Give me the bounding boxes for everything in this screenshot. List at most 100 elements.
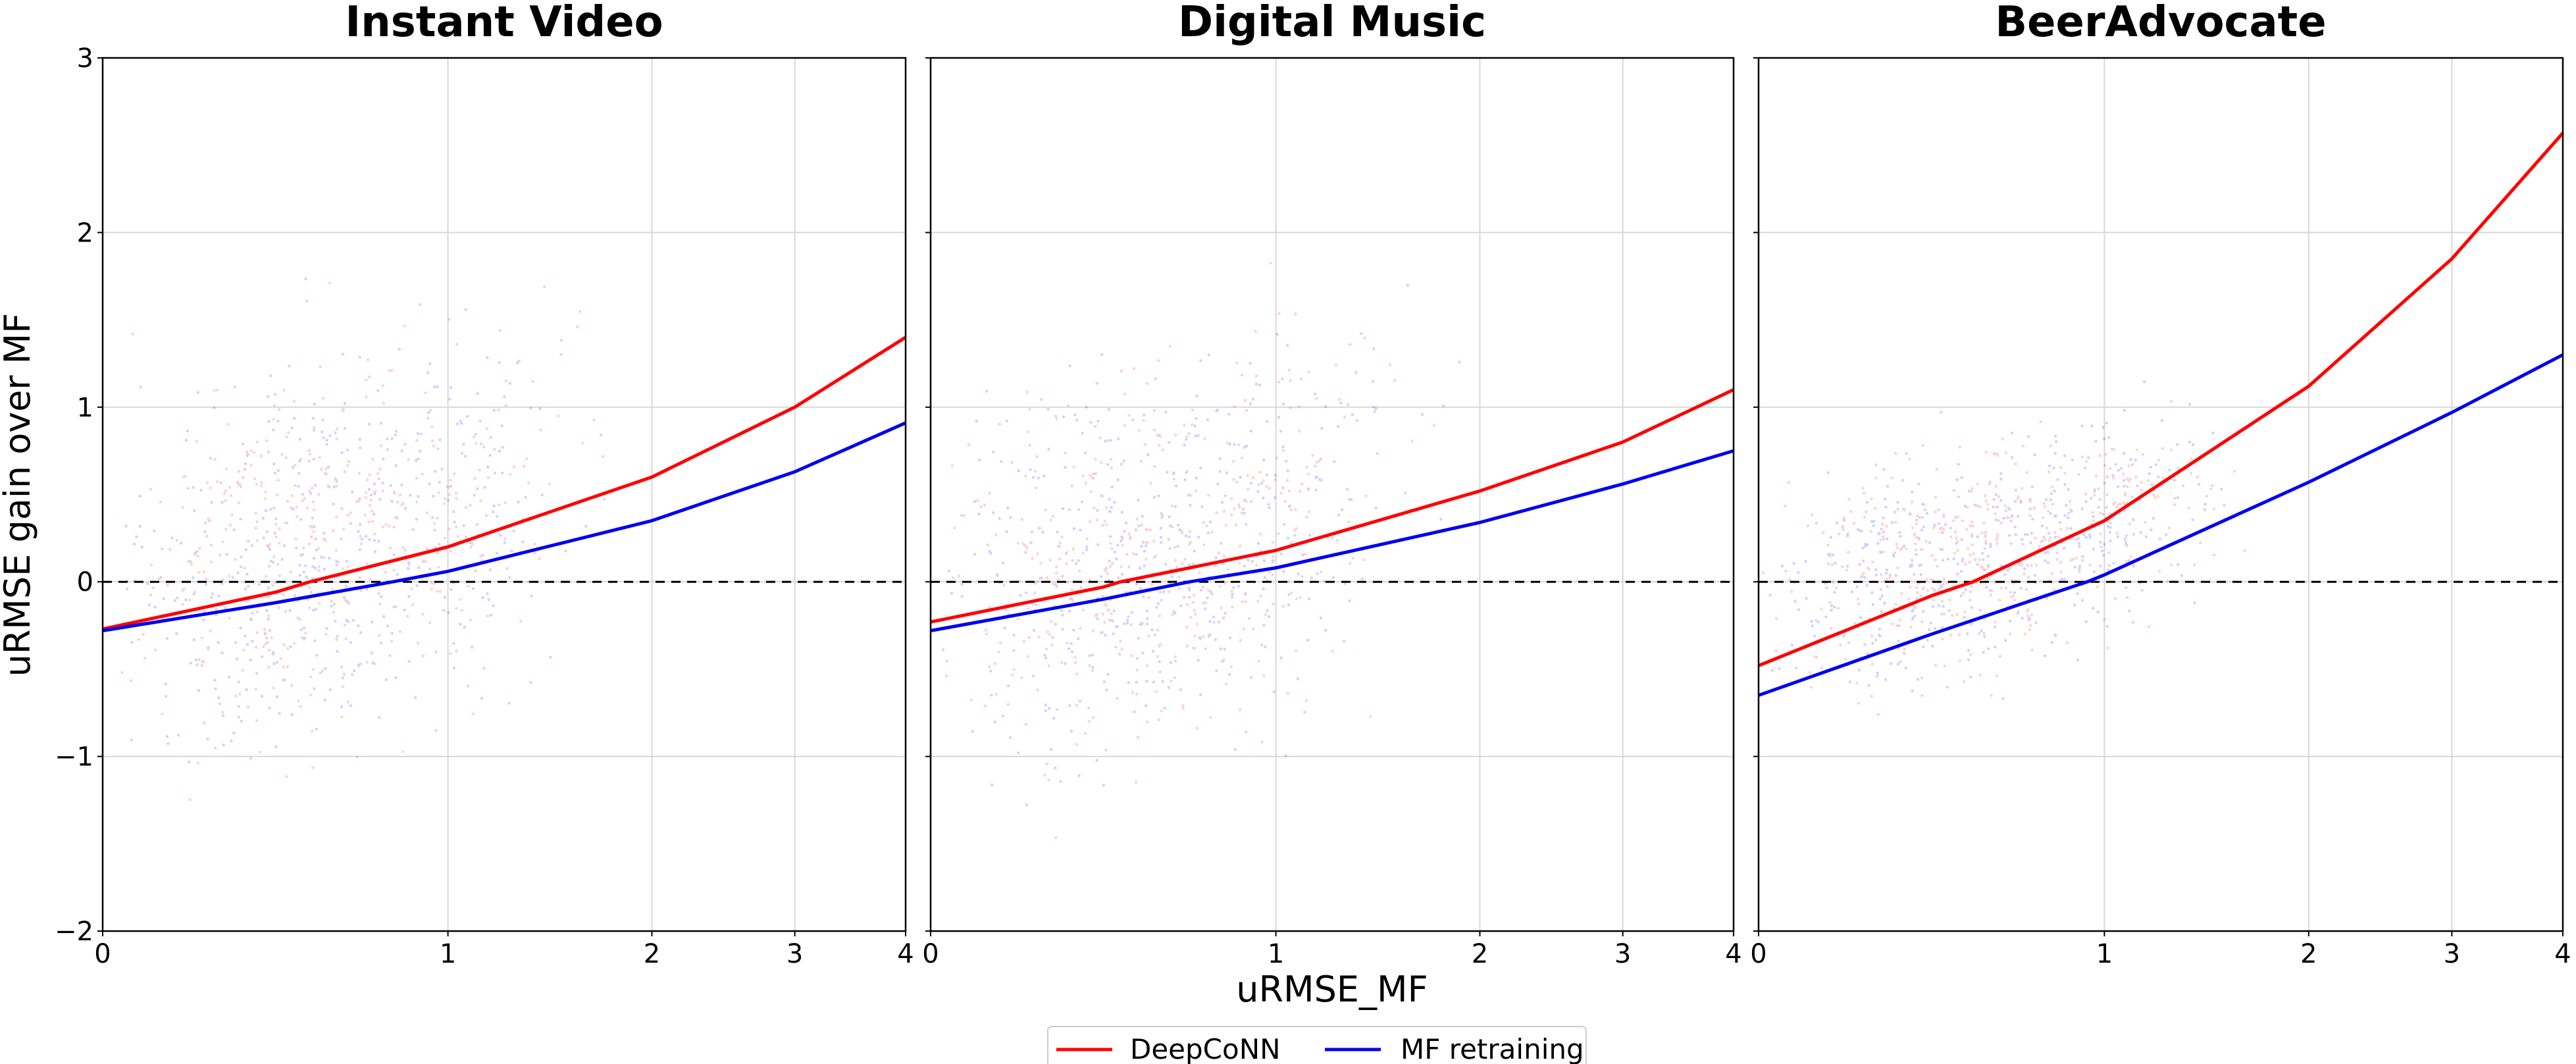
scatter-point [1998, 598, 2001, 602]
scatter-point [1264, 613, 1268, 617]
scatter-point [1931, 578, 1935, 582]
scatter-point [255, 672, 259, 675]
scatter-point [2021, 564, 2024, 567]
scatter-point [173, 599, 176, 602]
scatter-point [1187, 588, 1191, 592]
scatter-point [1995, 674, 1998, 678]
scatter-point [2173, 478, 2176, 482]
scatter-point [374, 490, 377, 494]
scatter-point [280, 557, 284, 561]
scatter-point [1064, 451, 1068, 455]
scatter-point [950, 464, 954, 467]
scatter-point [1144, 544, 1148, 547]
scatter-point [1971, 524, 1974, 528]
scatter-point [271, 653, 275, 656]
scatter-point [1081, 609, 1085, 612]
scatter-point [1983, 635, 1986, 638]
scatter-point [240, 719, 244, 723]
scatter-point [1308, 534, 1312, 537]
scatter-point [1880, 594, 1884, 597]
scatter-point [1116, 697, 1119, 700]
scatter-point [214, 746, 217, 750]
scatter-point [228, 486, 232, 489]
scatter-point [2112, 561, 2115, 565]
scatter-point [2088, 563, 2092, 567]
scatter-point [2122, 479, 2125, 482]
scatter-point [1258, 383, 1261, 387]
scatter-point [292, 642, 296, 646]
scatter-point [204, 520, 207, 524]
scatter-point [1939, 547, 1942, 551]
scatter-point [2081, 559, 2084, 562]
scatter-point [1274, 474, 1277, 477]
scatter-point [322, 532, 326, 535]
scatter-point [357, 664, 360, 667]
scatter-point [1159, 642, 1162, 646]
scatter-point [1945, 686, 1949, 689]
scatter-point [442, 502, 446, 505]
x-tick-label: 4 [2554, 939, 2571, 969]
scatter-point [295, 546, 298, 549]
scatter-point [157, 577, 161, 581]
scatter-point [340, 507, 344, 511]
scatter-point [303, 497, 306, 500]
scatter-point [1240, 456, 1243, 460]
scatter-point [1146, 541, 1149, 544]
scatter-point [1770, 669, 1774, 672]
scatter-point [1891, 622, 1894, 626]
scatter-point [2212, 507, 2215, 511]
scatter-point [1911, 690, 1914, 693]
scatter-point [1293, 528, 1297, 532]
scatter-point [1940, 411, 1943, 414]
scatter-point [1009, 516, 1012, 519]
scatter-point [1151, 649, 1155, 653]
scatter-point [1901, 478, 1905, 482]
scatter-point [953, 526, 956, 530]
scatter-point [1109, 535, 1112, 538]
scatter-point [221, 714, 225, 717]
scatter-point [376, 389, 380, 392]
scatter-point [1100, 630, 1104, 634]
scatter-point [314, 608, 317, 611]
scatter-point [1311, 453, 1314, 457]
scatter-point [983, 704, 987, 707]
scatter-point [1934, 510, 1937, 514]
scatter-point [1284, 754, 1287, 757]
scatter-point [1997, 495, 2000, 498]
scatter-point [311, 565, 315, 569]
scatter-point [1229, 665, 1233, 669]
scatter-point [315, 653, 319, 657]
scatter-point [2108, 530, 2111, 534]
scatter-point [275, 661, 278, 664]
scatter-point [1933, 525, 1936, 528]
scatter-point [1233, 405, 1236, 409]
scatter-point [1307, 487, 1310, 490]
scatter-point [1096, 509, 1099, 512]
scatter-point [240, 555, 243, 559]
scatter-point [252, 451, 256, 454]
scatter-point [1882, 516, 1885, 520]
scatter-point [239, 485, 243, 489]
scatter-point [1970, 534, 1974, 538]
scatter-point [1376, 452, 1379, 455]
scatter-point [2026, 564, 2030, 567]
scatter-point [229, 494, 233, 497]
scatter-point [1289, 379, 1292, 382]
scatter-point [2008, 567, 2012, 570]
scatter-point [2106, 524, 2110, 528]
scatter-point [557, 415, 560, 418]
scatter-point [1158, 434, 1161, 437]
scatter-point [1238, 562, 1241, 565]
scatter-point [1955, 478, 1959, 482]
scatter-point [1005, 419, 1009, 422]
scatter-point [1153, 465, 1156, 468]
scatter-point [2028, 617, 2031, 620]
scatter-point [373, 492, 376, 495]
scatter-point [1886, 537, 1889, 541]
scatter-point [1930, 578, 1934, 581]
scatter-point [1880, 588, 1883, 591]
scatter-point [1213, 564, 1217, 567]
scatter-point [1204, 601, 1208, 605]
scatter-point [1259, 594, 1262, 597]
scatter-point [209, 544, 213, 547]
